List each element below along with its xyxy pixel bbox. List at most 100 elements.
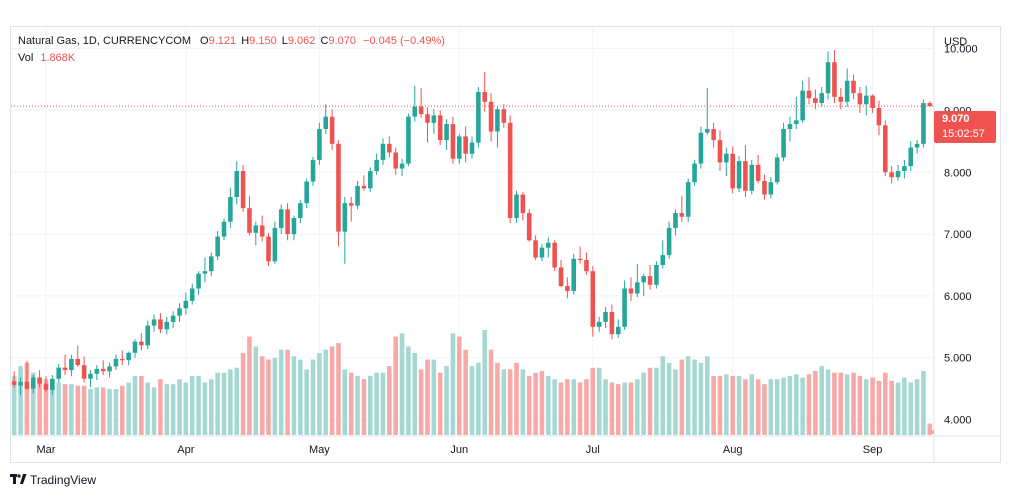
volume-bar [81, 385, 87, 435]
volume-bar [857, 375, 863, 435]
volume-bar [425, 359, 430, 435]
candle-body [806, 90, 812, 99]
volume-bar [883, 372, 888, 435]
change-value: −0.045 (−0.49%) [363, 35, 445, 47]
candle-body [336, 143, 341, 232]
candle-body [158, 319, 163, 330]
volume-bar [609, 382, 615, 435]
candle-body [851, 80, 856, 94]
candle-body [266, 236, 271, 262]
candle-body [895, 171, 901, 178]
symbol-title[interactable]: Natural Gas, 1D, CURRENCYCOM [18, 35, 191, 47]
volume-bar [272, 357, 278, 435]
time-axis[interactable]: Mar Apr May Jun Jul Aug Sep [36, 444, 882, 456]
volume-bar [30, 372, 36, 435]
open-value: 9.121 [208, 35, 237, 47]
volume-bar [876, 380, 882, 435]
volume-bar [107, 389, 112, 435]
candle-body [374, 159, 379, 172]
candle-body [584, 260, 589, 272]
volume-bar [209, 379, 214, 435]
volume-bar [813, 371, 818, 435]
volume-bar [253, 346, 259, 435]
volume-bar [590, 367, 596, 435]
candle-body [425, 114, 430, 123]
candle-body [164, 321, 170, 330]
candle-body [724, 153, 729, 163]
volume-bar [596, 367, 602, 435]
volume-bar [514, 362, 519, 435]
volume-bar [571, 379, 577, 435]
candle-body [539, 247, 545, 258]
volume-bar [69, 384, 74, 435]
volume-bar [838, 372, 844, 435]
volume-bar [794, 374, 799, 435]
volume-bar [437, 372, 443, 435]
volume-legend[interactable]: Vol 1.868K [18, 52, 75, 64]
volume-bar [584, 379, 589, 435]
candle-body [291, 218, 297, 235]
volume-bar [825, 369, 831, 435]
candle-body [56, 367, 61, 379]
volume-bar [914, 379, 920, 435]
last-price-value: 9.070 [942, 113, 970, 125]
volume-bar [628, 382, 634, 435]
volume-bar [317, 352, 322, 435]
candle-body [323, 116, 329, 129]
volume-bar [743, 379, 748, 435]
volume-bar [164, 384, 170, 435]
candle-body [43, 383, 49, 390]
candle-body [692, 163, 697, 183]
symbol-legend[interactable]: Natural Gas, 1D, CURRENCYCOM O9.121 H9.1… [18, 35, 445, 47]
candle-body [787, 124, 793, 129]
candle-body [876, 107, 882, 126]
candle-body [609, 311, 615, 335]
close-label: C [320, 35, 329, 47]
candle-body [596, 321, 602, 327]
volume-bar [11, 375, 17, 435]
time-tick-label: Jul [586, 444, 600, 456]
candle-body [62, 367, 68, 371]
volume-bar [647, 367, 653, 435]
candle-body [660, 255, 666, 265]
logo-text: TradingView [30, 473, 97, 487]
volume-bar [641, 372, 646, 435]
volume-bar [615, 384, 621, 435]
candle-body [24, 381, 30, 389]
volume-bar [495, 362, 500, 435]
volume-bar [565, 379, 570, 435]
tradingview-logo[interactable]: TradingView [10, 473, 96, 487]
volume-bar [698, 362, 704, 435]
candle-body [88, 373, 93, 379]
volume-bar [177, 379, 182, 435]
candle-body [399, 163, 405, 169]
candle-body [673, 213, 678, 228]
volume-bar [126, 382, 131, 435]
tradingview-logo-icon [10, 473, 27, 487]
volume-bar [711, 375, 716, 435]
volume-bar [145, 382, 150, 435]
volume-bar [603, 379, 608, 435]
volume-bar [94, 387, 100, 435]
volume-bars [11, 330, 933, 435]
volume-bar [56, 382, 61, 435]
candle-body [736, 161, 742, 189]
price-tick-label: 4.000 [944, 415, 972, 427]
candle-body [743, 161, 748, 191]
candle-body [482, 91, 488, 102]
volume-bar [50, 382, 55, 435]
candle-body [844, 80, 850, 102]
candle-body [444, 124, 449, 141]
volume-bar [228, 369, 233, 435]
price-tick-label: 5.000 [944, 353, 972, 365]
low-value: 9.062 [287, 35, 316, 47]
candle-body [310, 159, 316, 182]
volume-bar [158, 379, 163, 435]
candle-body [685, 182, 691, 217]
candle-body [278, 209, 284, 228]
time-tick-label: Apr [177, 444, 194, 456]
candle-body [107, 366, 112, 372]
volume-bar [482, 330, 488, 435]
